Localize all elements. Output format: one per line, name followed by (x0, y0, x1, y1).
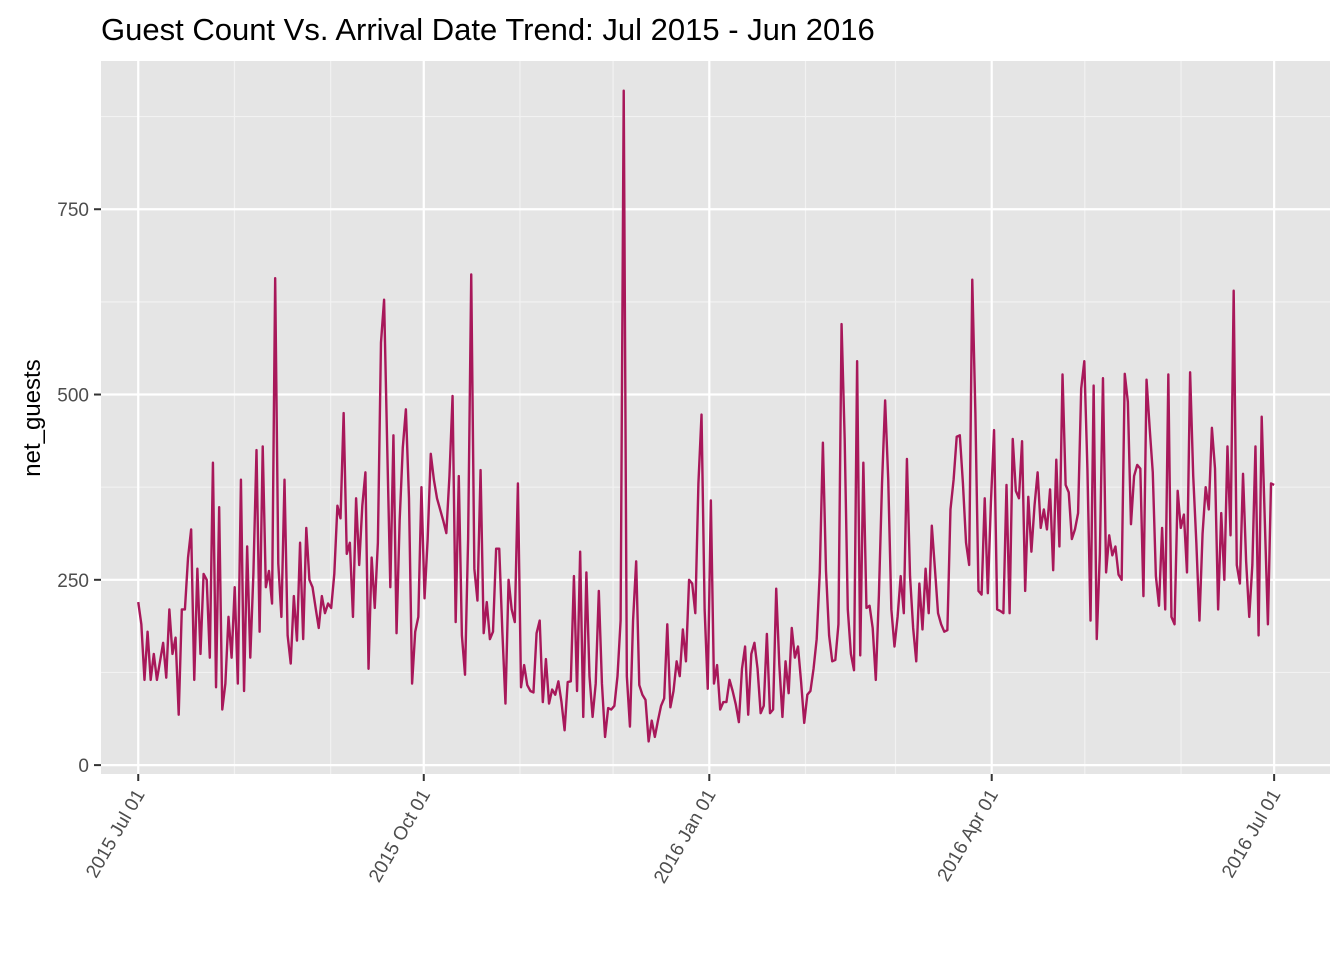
y-tick-label: 750 (57, 200, 89, 221)
y-tick-label: 500 (57, 386, 89, 407)
series-line (137, 89, 1275, 743)
y-tick-label: 250 (57, 571, 89, 592)
x-tick-label: 2016 Jan 01 (650, 786, 720, 887)
x-tick-label: 2015 Jul 01 (82, 786, 149, 882)
x-tick-label: 2016 Jul 01 (1218, 786, 1285, 882)
y-tick-label: 0 (78, 756, 89, 777)
chart-title: Guest Count Vs. Arrival Date Trend: Jul … (101, 12, 875, 47)
x-tick-label: 2015 Oct 01 (365, 786, 435, 886)
x-axis: 2015 Jul 01 2015 Oct 01 2016 Jan 01 2016 Ap… (82, 774, 1285, 887)
y-axis-title: net_guests (19, 359, 46, 476)
y-axis: 0 250 500 750 (57, 200, 101, 777)
x-tick-label: 2016 Apr 01 (934, 786, 1003, 885)
